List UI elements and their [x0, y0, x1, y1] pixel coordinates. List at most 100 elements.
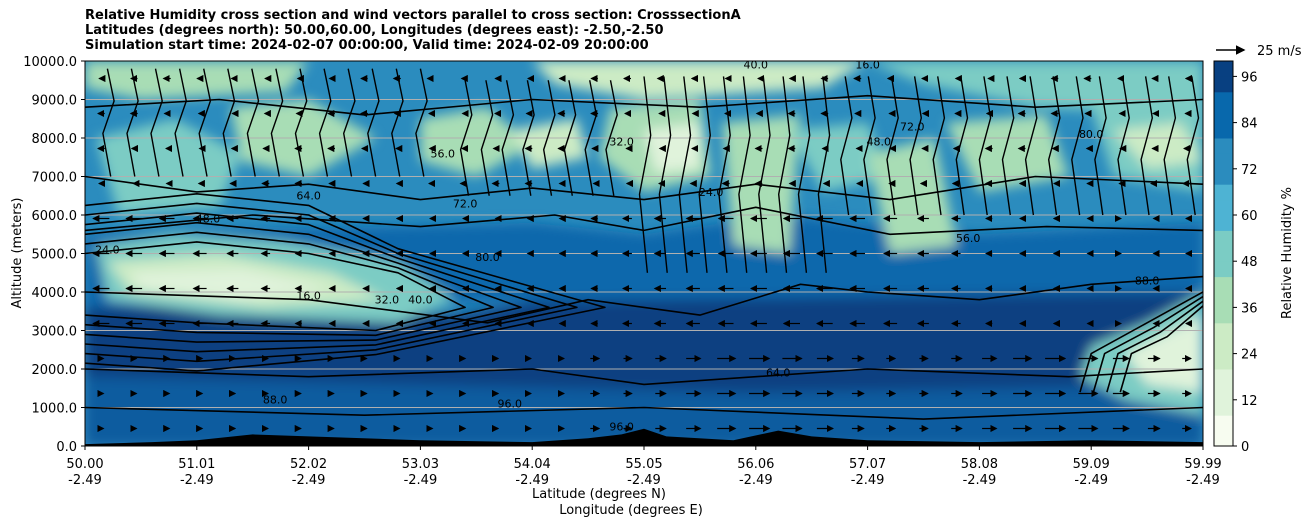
colorbar-band: [1214, 399, 1233, 416]
humidity-region: [532, 61, 868, 100]
contour-label: 72.0: [900, 120, 925, 133]
colorbar-tick-label: 72: [1241, 163, 1258, 178]
contour-line: [1094, 76, 1107, 216]
plot-area: 16.0 24.0 32.0 40.0 48.0 56.0 64.0 72.0 80.0 88.0…: [85, 59, 1203, 446]
contour-line: [102, 68, 115, 177]
contour-line: [1106, 300, 1203, 393]
contour-line: [522, 80, 535, 196]
contour-label: 16.0: [296, 290, 321, 303]
x-tick-label-lat: 50.00: [66, 457, 103, 472]
contour-label: 72.0: [453, 197, 478, 210]
contour-line: [1163, 76, 1177, 216]
contour-line: [909, 76, 922, 216]
x-tick-label-lon: -2.49: [963, 473, 997, 488]
contour-line: [85, 221, 522, 343]
wind-vectors: [92, 74, 1193, 433]
contour-label: 40.0: [408, 294, 433, 307]
quiver-key-label: 25 m/s: [1257, 44, 1302, 59]
x-tick-label-lat: 58.08: [961, 457, 998, 472]
x-tick-label-lon: -2.49: [68, 473, 102, 488]
contour-line: [480, 80, 494, 196]
colorbar-tick-label: 24: [1241, 348, 1258, 363]
contour-line: [758, 76, 771, 273]
contour-label: 48.0: [867, 136, 892, 149]
colorbar-tick-label: 96: [1241, 70, 1258, 85]
contour-lines: [85, 68, 1203, 420]
colorbar-band: [1214, 91, 1233, 108]
x-tick-label-lon: -2.49: [292, 473, 326, 488]
title-line-2: Latitudes (degrees north): 50.00,60.00, …: [85, 23, 664, 38]
contour-line: [85, 193, 606, 372]
contour-label: 32.0: [609, 136, 634, 149]
contour-label: 16.0: [855, 59, 880, 72]
x-tick-label-lat: 55.05: [625, 457, 662, 472]
y-tick-label: 1000.0: [32, 402, 78, 417]
contour-line: [85, 94, 1203, 116]
x-tick-label-lon: -2.49: [1074, 473, 1108, 488]
x-tick-label-lon: -2.49: [851, 473, 885, 488]
contour-line: [638, 76, 652, 273]
title-line-3: Simulation start time: 2024-02-07 00:00:…: [85, 38, 649, 53]
x-tick-label-lat: 56.06: [737, 457, 774, 472]
x-tick-label-lat: 59.99: [1184, 457, 1221, 472]
contour-line: [563, 80, 577, 196]
x-tick-label-lon: -2.49: [627, 473, 661, 488]
contour-line: [391, 68, 404, 177]
contour-line: [85, 175, 1203, 201]
colorbar-band: [1214, 322, 1233, 339]
colorbar-band: [1214, 230, 1233, 247]
contour-line: [85, 212, 550, 353]
y-tick-label: 8000.0: [32, 132, 78, 147]
x-tick-label-lon: -2.49: [515, 473, 549, 488]
contour-line: [955, 76, 969, 216]
terrain: [85, 428, 1203, 446]
x-tick-label-lat: 52.02: [290, 457, 327, 472]
contour-label: 56.0: [431, 147, 456, 160]
contour-line: [678, 76, 692, 273]
colorbar-band: [1214, 168, 1233, 185]
contour-line: [126, 68, 139, 177]
y-tick-label: 4000.0: [32, 286, 78, 301]
colorbar-band: [1214, 107, 1233, 124]
colorbar-tick-label: 48: [1241, 255, 1258, 270]
contour-line: [1186, 76, 1200, 216]
colorbar-band: [1214, 369, 1233, 385]
colorbar-band: [1214, 415, 1233, 432]
contour-label: 48.0: [196, 213, 221, 226]
x-axis-label-latitude: Latitude (degrees N): [532, 487, 666, 502]
contour-label: 88.0: [1135, 274, 1160, 287]
colorbar-band: [1214, 76, 1233, 93]
colorbar-tick-label: 0: [1241, 440, 1249, 455]
contour-line: [1079, 291, 1203, 393]
contour-line: [584, 80, 598, 196]
colorbar-band: [1214, 384, 1233, 401]
contour-line: [343, 68, 356, 177]
colorbar-label: Relative Humidity %: [1280, 187, 1295, 319]
colorbar-band: [1214, 153, 1233, 170]
colorbar-band: [1214, 138, 1233, 154]
chart-title: Relative Humidity cross section and wind…: [85, 8, 741, 53]
contour-line: [1140, 76, 1153, 216]
colorbar-band: [1214, 261, 1233, 278]
contour-label: 96.0: [609, 421, 634, 434]
colorbar-tick-label: 12: [1241, 394, 1258, 409]
colorbar-tick-label: 60: [1241, 209, 1258, 224]
contour-line: [367, 68, 380, 177]
contour-line: [1117, 76, 1130, 216]
contour-label: 56.0: [956, 232, 981, 245]
contour-label: 32.0: [375, 294, 400, 307]
contour-line: [318, 68, 332, 177]
colorbar-tick-label: 36: [1241, 301, 1258, 316]
x-axis-label-longitude: Longitude (degrees E): [559, 503, 703, 518]
y-tick-label: 9000.0: [32, 94, 78, 109]
quiver-key: 25 m/s: [1216, 44, 1302, 59]
colorbar-band: [1214, 184, 1233, 201]
contour-line: [718, 76, 731, 273]
colorbar-band: [1214, 307, 1233, 324]
x-tick-label-lon: -2.49: [180, 473, 214, 488]
colorbar-band: [1214, 430, 1233, 447]
y-tick-label: 6000.0: [32, 209, 78, 224]
x-tick-label-lat: 54.04: [514, 457, 551, 472]
contour-line: [459, 80, 473, 196]
